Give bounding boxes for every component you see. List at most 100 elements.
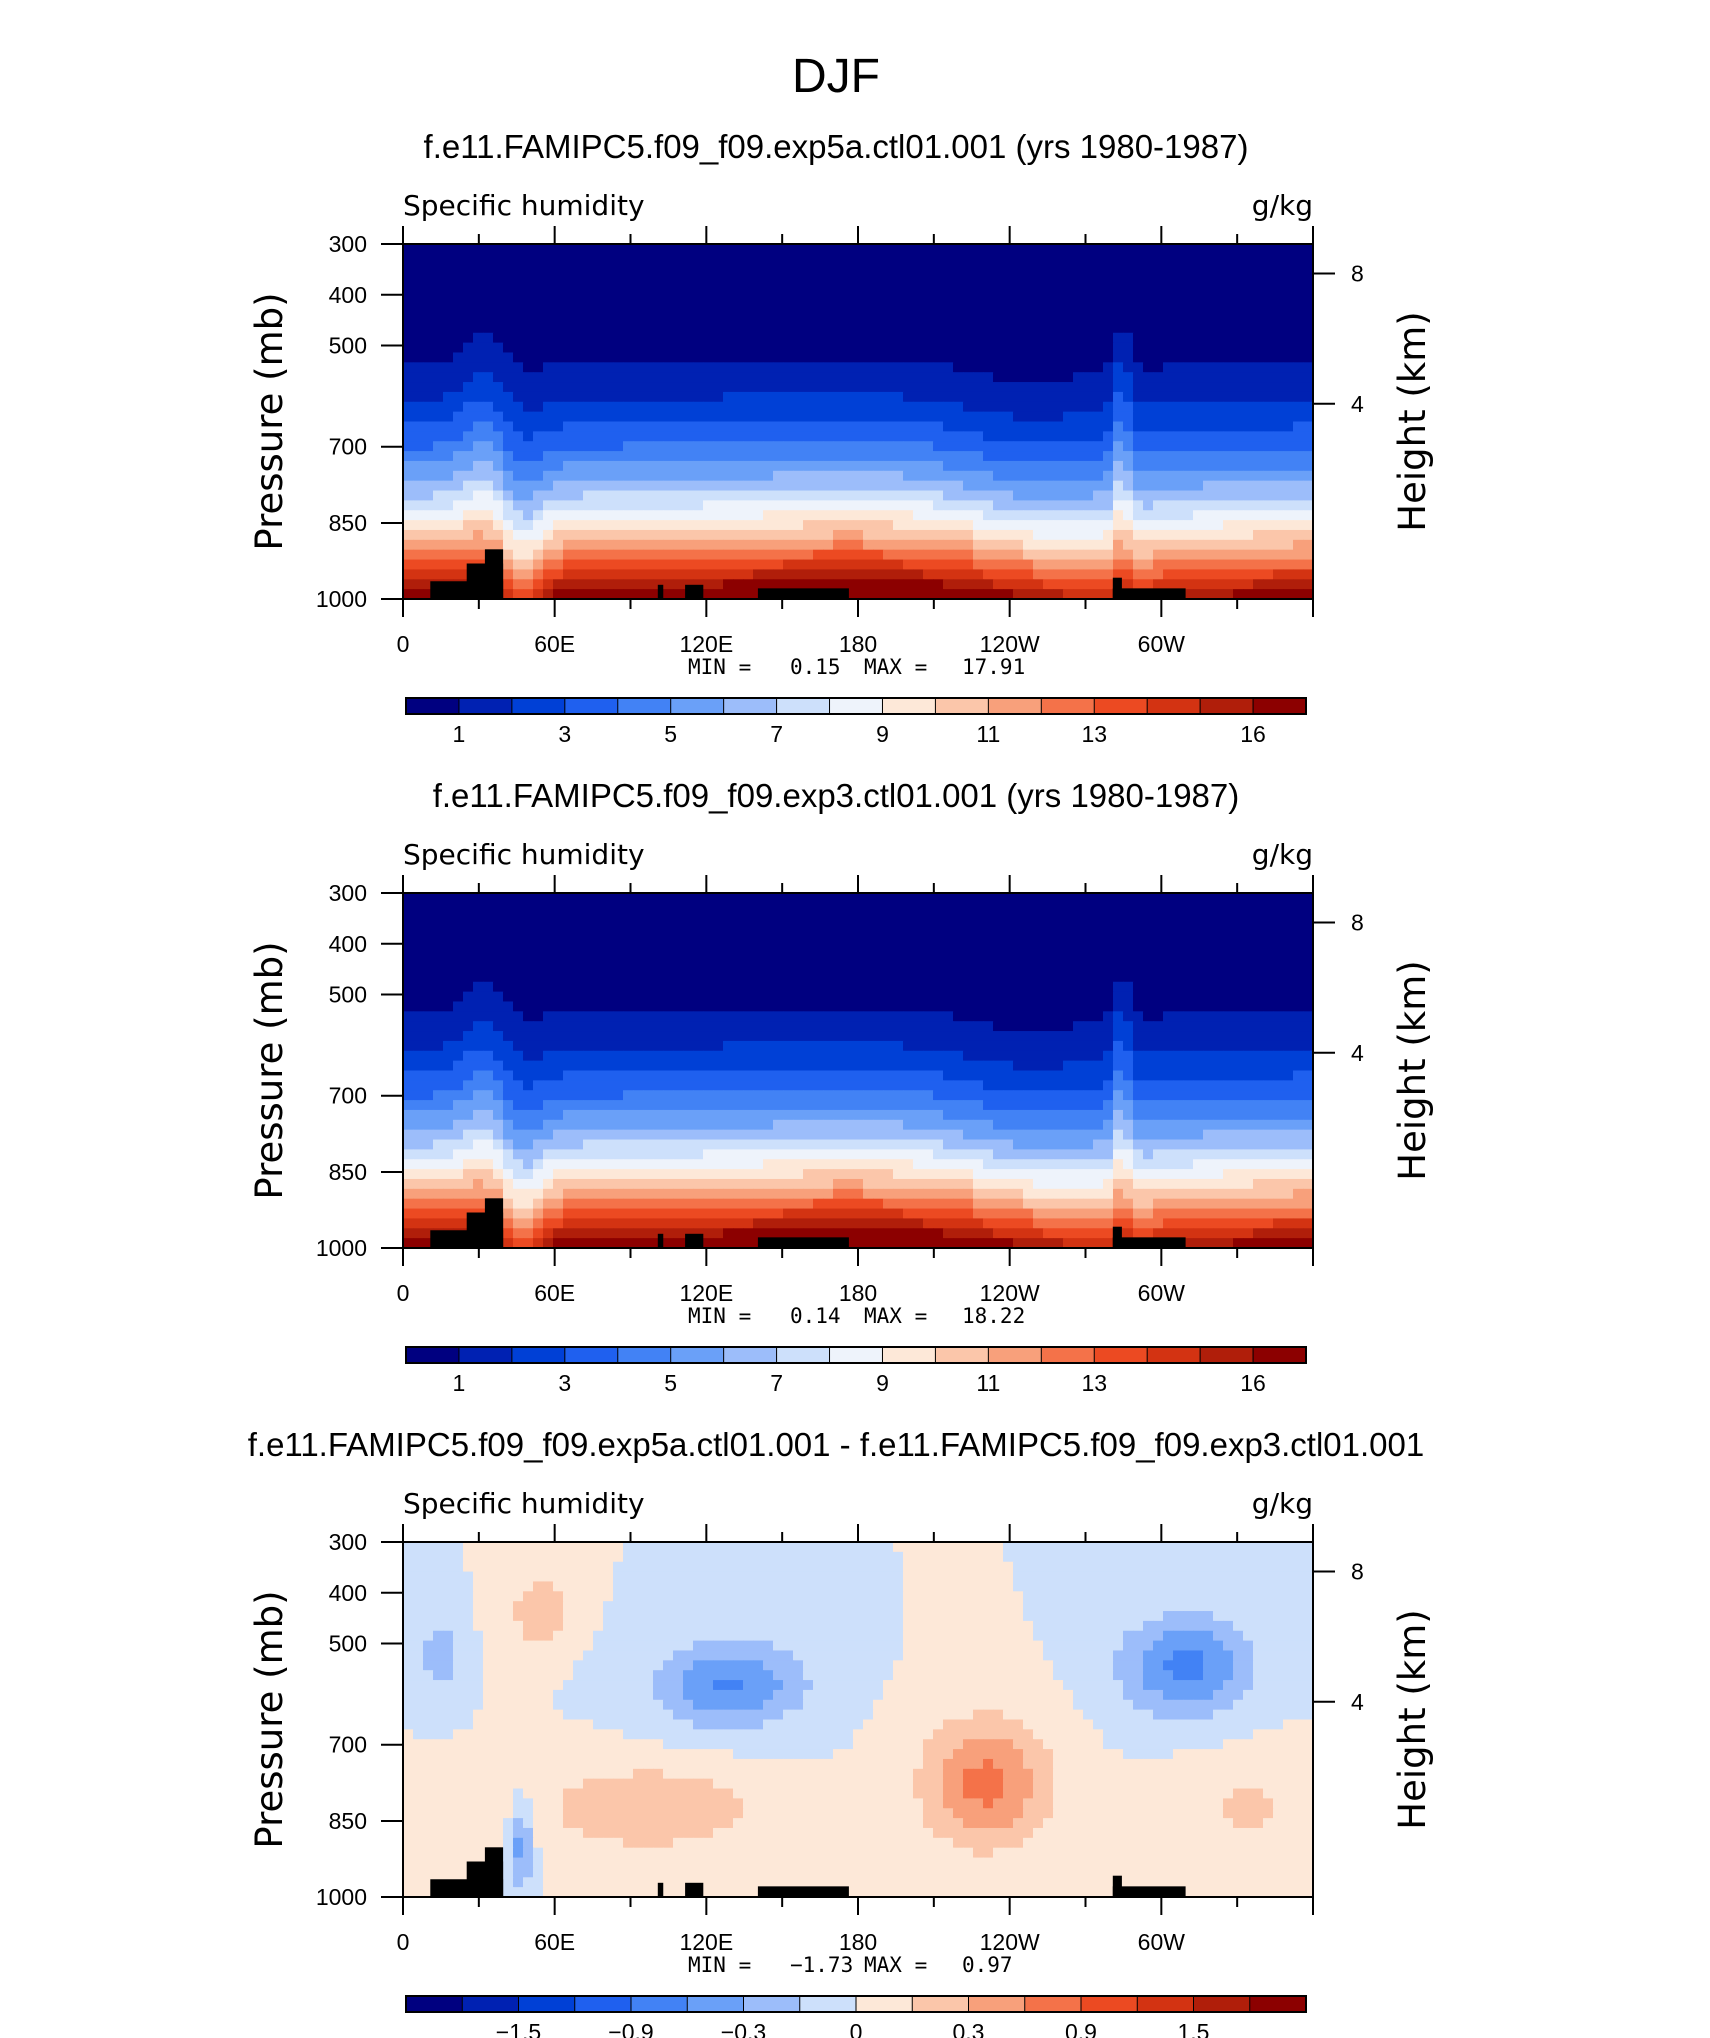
field-cell <box>723 1040 734 1052</box>
field-cell <box>783 283 794 294</box>
field-cell <box>1023 431 1034 442</box>
field-cell <box>803 273 814 285</box>
field-cell <box>963 391 974 403</box>
field-cell <box>673 589 684 599</box>
field-cell <box>733 549 744 561</box>
field-cell <box>1213 1011 1224 1022</box>
field-cell <box>803 332 814 344</box>
field-cell <box>1163 932 1174 943</box>
field-cell <box>1193 991 1204 1003</box>
field-cell <box>503 981 514 993</box>
field-cell <box>943 421 954 432</box>
field-cell <box>703 962 714 973</box>
field-cell <box>443 303 454 314</box>
field-cell <box>523 480 534 492</box>
field-cell <box>1283 549 1294 561</box>
field-cell <box>1093 569 1104 580</box>
field-cell <box>463 922 474 934</box>
field-cell <box>783 1021 794 1032</box>
field-cell <box>1153 441 1164 452</box>
field-cell <box>1073 529 1084 541</box>
field-cell <box>623 991 634 1003</box>
field-cell <box>833 382 844 393</box>
field-cell <box>1043 273 1054 285</box>
field-cell <box>1083 273 1094 285</box>
field-cell <box>473 372 484 383</box>
field-cell <box>443 932 454 943</box>
field-cell <box>493 1040 504 1052</box>
field-cell <box>553 991 564 1003</box>
field-cell <box>453 942 464 953</box>
field-cell <box>1133 539 1144 551</box>
field-cell <box>633 273 644 285</box>
field-cell <box>643 981 654 993</box>
field-cell <box>673 579 684 590</box>
field-cell <box>793 470 804 482</box>
field-cell <box>543 1040 554 1052</box>
field-cell <box>1073 981 1084 993</box>
field-cell <box>463 313 474 324</box>
field-cell <box>903 1060 914 1072</box>
field-cell <box>1173 421 1184 432</box>
field-cell <box>423 579 434 590</box>
field-cell <box>743 589 754 599</box>
field-cell <box>443 952 454 963</box>
field-cell <box>753 510 764 521</box>
field-cell <box>813 952 824 963</box>
field-cell <box>1203 273 1214 285</box>
field-cell <box>823 480 834 492</box>
field-cell <box>1003 313 1014 324</box>
field-cell <box>793 303 804 314</box>
field-cell <box>1103 490 1114 501</box>
field-cell <box>433 352 444 363</box>
field-cell <box>1213 589 1224 599</box>
field-cell <box>1153 942 1164 953</box>
field-cell <box>913 922 924 934</box>
field-cell <box>783 480 794 492</box>
field-cell <box>723 480 734 492</box>
field-cell <box>553 490 564 501</box>
field-cell <box>943 382 954 393</box>
field-cell <box>433 273 444 285</box>
field-cell <box>433 480 444 492</box>
field-cell <box>433 942 444 953</box>
field-cell <box>593 991 604 1003</box>
field-cell <box>1233 411 1244 423</box>
field-cell <box>633 263 644 275</box>
field-cell <box>1283 539 1294 551</box>
field-cell <box>1073 520 1084 531</box>
field-cell <box>863 579 874 590</box>
field-cell <box>843 559 854 571</box>
field-cell <box>493 490 504 501</box>
field-cell <box>503 421 514 432</box>
field-cell <box>1143 981 1154 993</box>
field-cell <box>1303 1011 1313 1022</box>
field-cell <box>1143 559 1154 571</box>
field-cell <box>833 431 844 442</box>
field-cell <box>853 401 864 413</box>
field-cell <box>633 991 644 1003</box>
field-cell <box>473 332 484 344</box>
field-cell <box>793 283 804 294</box>
field-cell <box>1093 352 1104 363</box>
field-cell <box>1033 529 1044 541</box>
field-cell <box>673 293 684 304</box>
field-cell <box>773 332 784 344</box>
min-label: MIN = <box>688 655 751 679</box>
field-cell <box>583 952 594 963</box>
field-cell <box>873 451 884 462</box>
field-cell <box>783 322 794 334</box>
field-cell <box>983 263 994 275</box>
field-cell <box>1283 569 1294 580</box>
field-cell <box>803 283 814 294</box>
field-cell <box>673 313 684 324</box>
field-cell <box>1063 1040 1074 1052</box>
field-cell <box>673 569 684 580</box>
field-cell <box>433 1050 444 1062</box>
field-cell <box>403 303 414 314</box>
field-cell <box>423 1011 434 1022</box>
field-cell <box>923 401 934 413</box>
field-cell <box>1303 942 1313 953</box>
field-cell <box>1013 559 1024 571</box>
field-cell <box>1033 322 1044 334</box>
